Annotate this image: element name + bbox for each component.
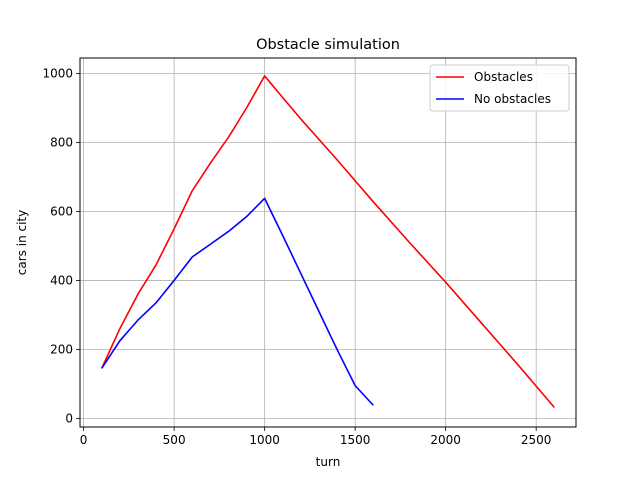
- y-axis-label: cars in city: [15, 210, 29, 275]
- y-tick-label: 0: [65, 411, 73, 425]
- x-tick-label: 2500: [521, 433, 552, 447]
- y-tick-label: 400: [50, 273, 73, 287]
- y-tick-label: 200: [50, 342, 73, 356]
- x-tick-label: 500: [163, 433, 186, 447]
- legend-label-1: Obstacles: [474, 70, 533, 84]
- legend-box: [429, 64, 570, 112]
- legend: Obstacles No obstacles: [429, 64, 570, 112]
- plot-frame: [79, 57, 577, 428]
- x-tick-label: 1000: [249, 433, 280, 447]
- x-axis-label: turn: [316, 455, 341, 469]
- legend-label-2: No obstacles: [474, 92, 551, 106]
- axis-ticks: 0 500 1000 1500 2000 2500 0 200 400 600 800 1000: [42, 67, 551, 447]
- x-tick-label: 1500: [340, 433, 371, 447]
- y-tick-label: 600: [50, 204, 73, 218]
- x-tick-label: 2000: [430, 433, 461, 447]
- x-tick-label: 0: [80, 433, 88, 447]
- series-line-1: [100, 75, 555, 408]
- series-layer: [100, 75, 555, 408]
- y-tick-label: 800: [50, 135, 73, 149]
- chart-title: Obstacle simulation: [256, 37, 400, 53]
- y-tick-label: 1000: [42, 67, 73, 81]
- series-line-2: [101, 197, 374, 406]
- grid-lines: [80, 58, 576, 427]
